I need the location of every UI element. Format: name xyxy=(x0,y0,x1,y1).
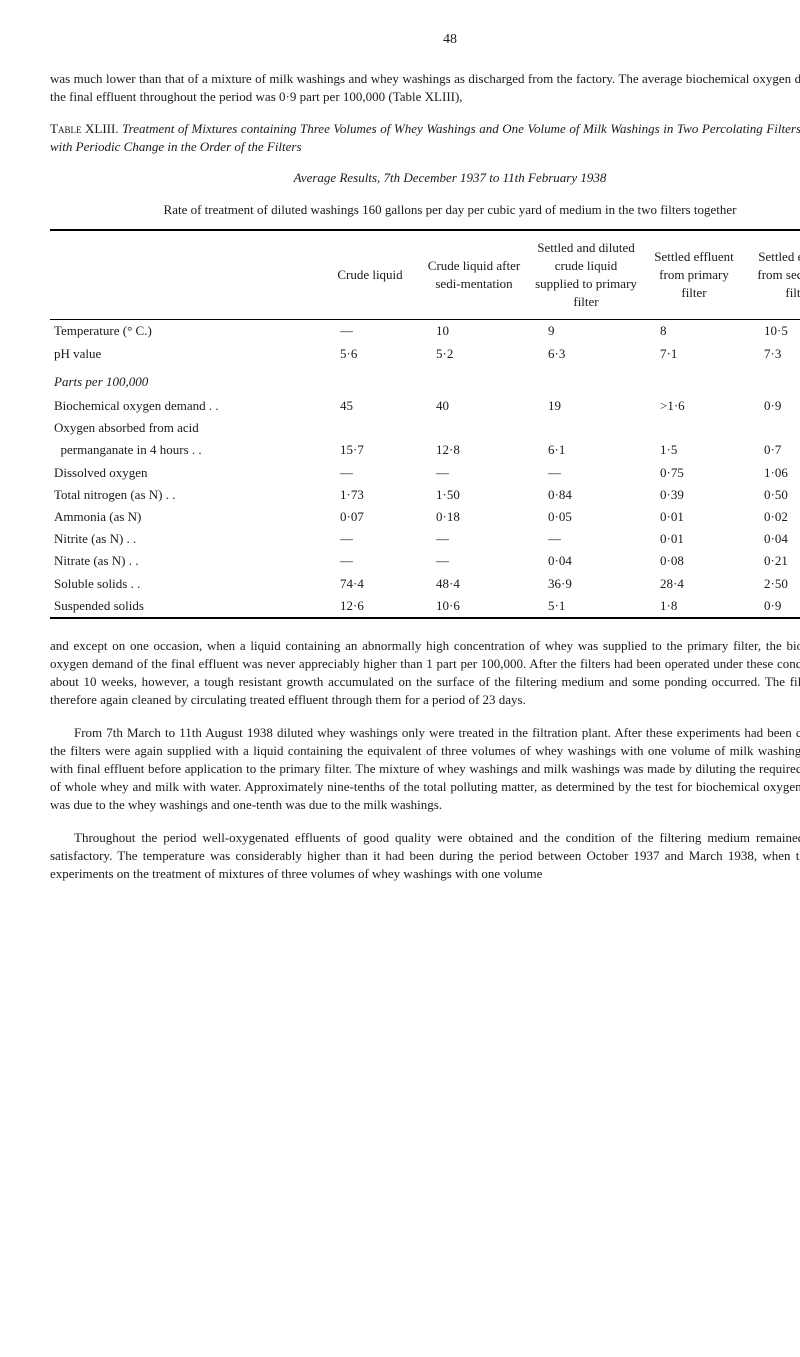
row-value: 0·07 xyxy=(322,506,418,528)
row-value: 7·1 xyxy=(642,343,746,365)
row-value: 0·39 xyxy=(642,484,746,506)
row-label: Ammonia (as N) xyxy=(50,506,322,528)
row-value: — xyxy=(322,462,418,484)
row-value: — xyxy=(418,550,530,572)
row-label: Total nitrogen (as N) . . xyxy=(50,484,322,506)
row-value: 0·18 xyxy=(418,506,530,528)
row-value: — xyxy=(530,528,642,550)
table-treatment-note: Rate of treatment of diluted washings 16… xyxy=(50,201,800,219)
section-heading: Parts per 100,000 xyxy=(50,365,800,395)
row-value: 8 xyxy=(642,320,746,343)
row-label: Biochemical oxygen demand . . xyxy=(50,395,322,417)
row-value: 0·04 xyxy=(746,528,800,550)
row-value: 0·84 xyxy=(530,484,642,506)
row-value: 0·08 xyxy=(642,550,746,572)
row-value: 1·5 xyxy=(642,439,746,461)
row-value: 6·3 xyxy=(530,343,642,365)
table-subtitle: Average Results, 7th December 1937 to 11… xyxy=(50,169,800,187)
col-header-sediment: Crude liquid after sedi-mentation xyxy=(418,230,530,320)
row-value: 2·50 xyxy=(746,573,800,595)
row-label: Nitrite (as N) . . xyxy=(50,528,322,550)
row-value: 1·50 xyxy=(418,484,530,506)
row-value: — xyxy=(322,320,418,343)
row-value: — xyxy=(322,550,418,572)
table-caption: Treatment of Mixtures containing Three V… xyxy=(50,121,800,154)
row-value: 0·9 xyxy=(746,595,800,618)
row-label: Nitrate (as N) . . xyxy=(50,550,322,572)
row-value: 12·6 xyxy=(322,595,418,618)
row-value: 40 xyxy=(418,395,530,417)
row-value: 10·5 xyxy=(746,320,800,343)
row-label: Soluble solids . . xyxy=(50,573,322,595)
results-table: Crude liquid Crude liquid after sedi-men… xyxy=(50,229,800,619)
row-value: 0·05 xyxy=(530,506,642,528)
row-label: Dissolved oxygen xyxy=(50,462,322,484)
para-3: Throughout the period well-oxygenated ef… xyxy=(50,829,800,884)
row-label: pH value xyxy=(50,343,322,365)
row-value: 0·50 xyxy=(746,484,800,506)
table-title: Table XLIII. Treatment of Mixtures conta… xyxy=(50,120,800,156)
row-value: >1·6 xyxy=(642,395,746,417)
row-value xyxy=(418,417,530,439)
col-header-crude: Crude liquid xyxy=(322,230,418,320)
row-value: 36·9 xyxy=(530,573,642,595)
col-header-secondary: Settled effluent from secondary filter xyxy=(746,230,800,320)
col-header-settled-diluted: Settled and diluted crude liquid supplie… xyxy=(530,230,642,320)
row-label: permanganate in 4 hours . . xyxy=(50,439,322,461)
row-value: 7·3 xyxy=(746,343,800,365)
row-value: 15·7 xyxy=(322,439,418,461)
row-value: — xyxy=(418,528,530,550)
row-value: 19 xyxy=(530,395,642,417)
row-value: 28·4 xyxy=(642,573,746,595)
row-value: 1·8 xyxy=(642,595,746,618)
row-value: 6·1 xyxy=(530,439,642,461)
col-header-primary: Settled effluent from primary filter xyxy=(642,230,746,320)
row-value: 0·75 xyxy=(642,462,746,484)
row-value: — xyxy=(530,462,642,484)
row-value: 0·01 xyxy=(642,528,746,550)
row-value: 0·9 xyxy=(746,395,800,417)
row-label: Temperature (° C.) xyxy=(50,320,322,343)
table-number: Table XLIII. xyxy=(50,121,119,136)
row-value xyxy=(642,417,746,439)
row-value: 5·2 xyxy=(418,343,530,365)
row-value xyxy=(746,417,800,439)
row-value: — xyxy=(418,462,530,484)
row-value: 0·02 xyxy=(746,506,800,528)
row-value: 5·6 xyxy=(322,343,418,365)
row-value: 48·4 xyxy=(418,573,530,595)
row-value: 5·1 xyxy=(530,595,642,618)
row-value: 1·73 xyxy=(322,484,418,506)
row-value: 0·21 xyxy=(746,550,800,572)
row-value: 10 xyxy=(418,320,530,343)
row-value: 1·06 xyxy=(746,462,800,484)
row-value: 0·01 xyxy=(642,506,746,528)
col-header-blank xyxy=(50,230,322,320)
para-2: From 7th March to 11th August 1938 dilut… xyxy=(50,724,800,815)
row-value: 74·4 xyxy=(322,573,418,595)
row-value: 0·04 xyxy=(530,550,642,572)
row-value: 9 xyxy=(530,320,642,343)
para-1: and except on one occasion, when a liqui… xyxy=(50,637,800,710)
row-value xyxy=(322,417,418,439)
row-label: Oxygen absorbed from acid xyxy=(50,417,322,439)
row-value: 45 xyxy=(322,395,418,417)
row-value: 12·8 xyxy=(418,439,530,461)
row-value: — xyxy=(322,528,418,550)
page-number: 48 xyxy=(50,30,800,50)
row-value xyxy=(530,417,642,439)
row-label: Suspended solids xyxy=(50,595,322,618)
row-value: 10·6 xyxy=(418,595,530,618)
row-value: 0·7 xyxy=(746,439,800,461)
intro-paragraph: was much lower than that of a mixture of… xyxy=(50,70,800,106)
